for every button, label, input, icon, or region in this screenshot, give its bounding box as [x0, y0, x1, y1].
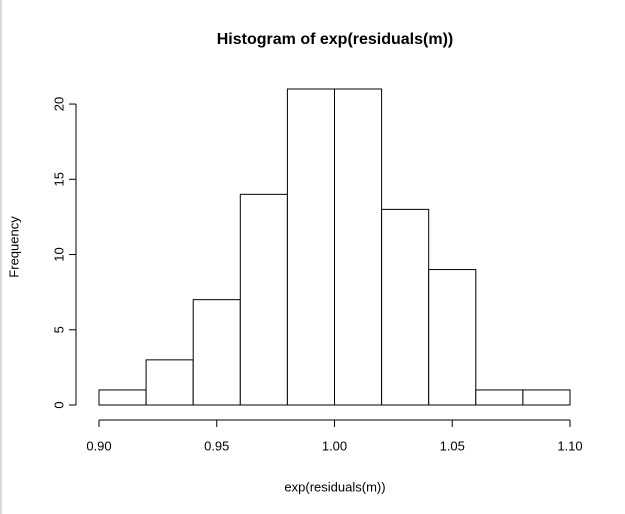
x-tick-label: 1.00 — [322, 438, 347, 453]
y-tick-label: 5 — [51, 326, 66, 333]
bar — [428, 269, 477, 406]
bar — [192, 299, 241, 406]
y-tick-label: 10 — [51, 247, 66, 261]
y-tick-label: 20 — [51, 97, 66, 111]
bar — [381, 208, 430, 406]
x-tick-label: 1.05 — [440, 438, 465, 453]
bar — [98, 389, 147, 406]
y-tick-label: 0 — [51, 401, 66, 408]
y-tick-label: 15 — [51, 172, 66, 186]
bar — [286, 88, 335, 406]
window-edge — [0, 0, 2, 514]
bar — [522, 389, 571, 406]
y-axis-label: Frequency — [6, 216, 21, 278]
x-tick-label: 0.95 — [204, 438, 229, 453]
x-tick-label: 1.10 — [557, 438, 582, 453]
chart-title: Histogram of exp(residuals(m)) — [217, 31, 453, 48]
bar — [145, 359, 194, 406]
bar — [475, 389, 524, 406]
x-tick-label: 0.90 — [86, 438, 111, 453]
bar — [334, 88, 383, 406]
x-axis-label: exp(residuals(m)) — [284, 479, 385, 494]
bar — [239, 193, 288, 406]
